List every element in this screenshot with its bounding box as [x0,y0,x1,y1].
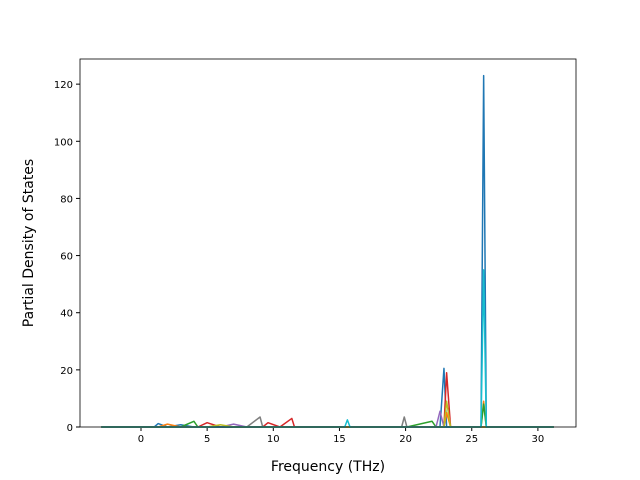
x-tick-label: 0 [138,434,144,445]
x-tick-label: 10 [267,434,280,445]
plot-frame [79,58,577,428]
y-tick-label: 100 [54,137,73,148]
x-tick-label: 25 [465,434,478,445]
x-axis-label: Frequency (THz) [271,459,385,475]
y-tick-label: 80 [60,194,73,205]
y-tick-label: 120 [54,80,73,91]
y-tick-label: 20 [60,366,73,377]
y-tick-label: 0 [67,423,73,434]
x-tick-label: 30 [532,434,545,445]
x-tick-label: 20 [399,434,412,445]
y-tick-label: 40 [60,309,73,320]
x-tick-label: 15 [333,434,346,445]
x-tick-label: 5 [204,434,210,445]
y-axis-label: Partial Density of States [21,159,37,327]
y-tick-label: 60 [60,252,73,263]
